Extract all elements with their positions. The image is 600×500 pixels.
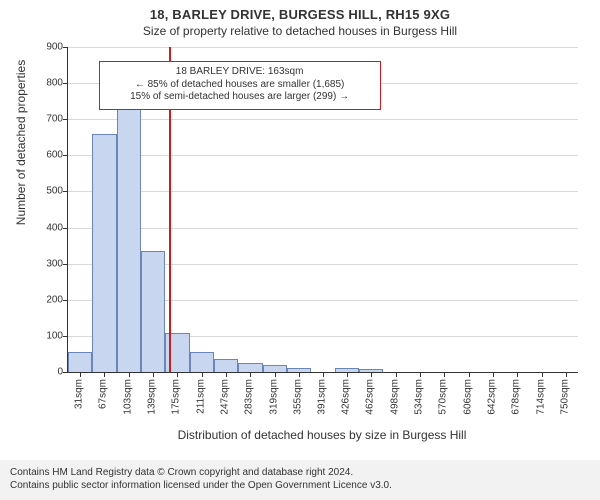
x-tick-label: 319sqm [268, 379, 279, 415]
x-tick-label: 391sqm [317, 379, 328, 415]
x-tick-label: 355sqm [293, 379, 304, 415]
histogram-bar [214, 359, 238, 372]
gridline [68, 47, 578, 48]
x-tick-label: 714sqm [535, 379, 546, 415]
gridline [68, 155, 578, 156]
histogram-bar [238, 363, 262, 372]
histogram-bar [263, 365, 287, 372]
x-tick-label: 175sqm [171, 379, 182, 415]
x-tick-label: 211sqm [195, 379, 206, 414]
y-tick-label: 900 [31, 42, 63, 53]
gridline [68, 228, 578, 229]
y-tick-label: 200 [31, 294, 63, 305]
gridline [68, 119, 578, 120]
y-axis-label: Number of detached properties [14, 0, 28, 305]
x-tick-label: 426sqm [340, 379, 351, 415]
annotation-line-1: 18 BARLEY DRIVE: 163sqm [108, 66, 372, 79]
annotation-line-3: 15% of semi-detached houses are larger (… [108, 91, 372, 104]
page-title: 18, BARLEY DRIVE, BURGESS HILL, RH15 9XG [0, 0, 600, 22]
attribution-footer: Contains HM Land Registry data © Crown c… [0, 460, 600, 500]
x-tick-label: 750sqm [559, 379, 570, 415]
annotation-line-2: ← 85% of detached houses are smaller (1,… [108, 79, 372, 92]
x-tick-label: 606sqm [462, 379, 473, 415]
x-tick-label: 139sqm [147, 379, 158, 415]
x-tick-label: 103sqm [122, 379, 133, 415]
footer-line-2: Contains public sector information licen… [10, 479, 590, 492]
x-tick-label: 67sqm [98, 379, 109, 409]
histogram-bar [190, 352, 214, 372]
x-tick-label: 534sqm [413, 379, 424, 415]
x-tick-label: 498sqm [389, 379, 400, 415]
y-tick-label: 500 [31, 186, 63, 197]
x-tick-label: 570sqm [438, 379, 449, 415]
x-tick-label: 462sqm [365, 379, 376, 415]
y-tick-label: 700 [31, 114, 63, 125]
histogram-bar [117, 83, 141, 372]
x-tick-label: 247sqm [220, 379, 231, 415]
y-tick-label: 0 [31, 367, 63, 378]
x-axis-label: Distribution of detached houses by size … [67, 428, 577, 442]
annotation-box: 18 BARLEY DRIVE: 163sqm← 85% of detached… [99, 61, 381, 110]
histogram-plot: 18 BARLEY DRIVE: 163sqm← 85% of detached… [67, 47, 578, 373]
page-subtitle: Size of property relative to detached ho… [0, 22, 600, 38]
y-tick-label: 400 [31, 222, 63, 233]
y-tick-label: 800 [31, 78, 63, 89]
footer-line-1: Contains HM Land Registry data © Crown c… [10, 466, 590, 479]
x-tick-label: 678sqm [511, 379, 522, 415]
y-tick-label: 300 [31, 258, 63, 269]
y-tick-label: 600 [31, 150, 63, 161]
histogram-bar [92, 134, 116, 372]
histogram-bar [68, 352, 92, 372]
x-tick-label: 642sqm [486, 379, 497, 415]
x-tick-label: 283sqm [244, 379, 255, 415]
y-tick-label: 100 [31, 330, 63, 341]
histogram-bar [141, 251, 165, 372]
x-tick-label: 31sqm [74, 379, 85, 409]
gridline [68, 191, 578, 192]
y-ticks: 0100200300400500600700800900 [35, 47, 67, 372]
x-ticks: 31sqm 67sqm 103sqm 139sqm 175sqm 211sqm 247sqm… [67, 372, 577, 422]
